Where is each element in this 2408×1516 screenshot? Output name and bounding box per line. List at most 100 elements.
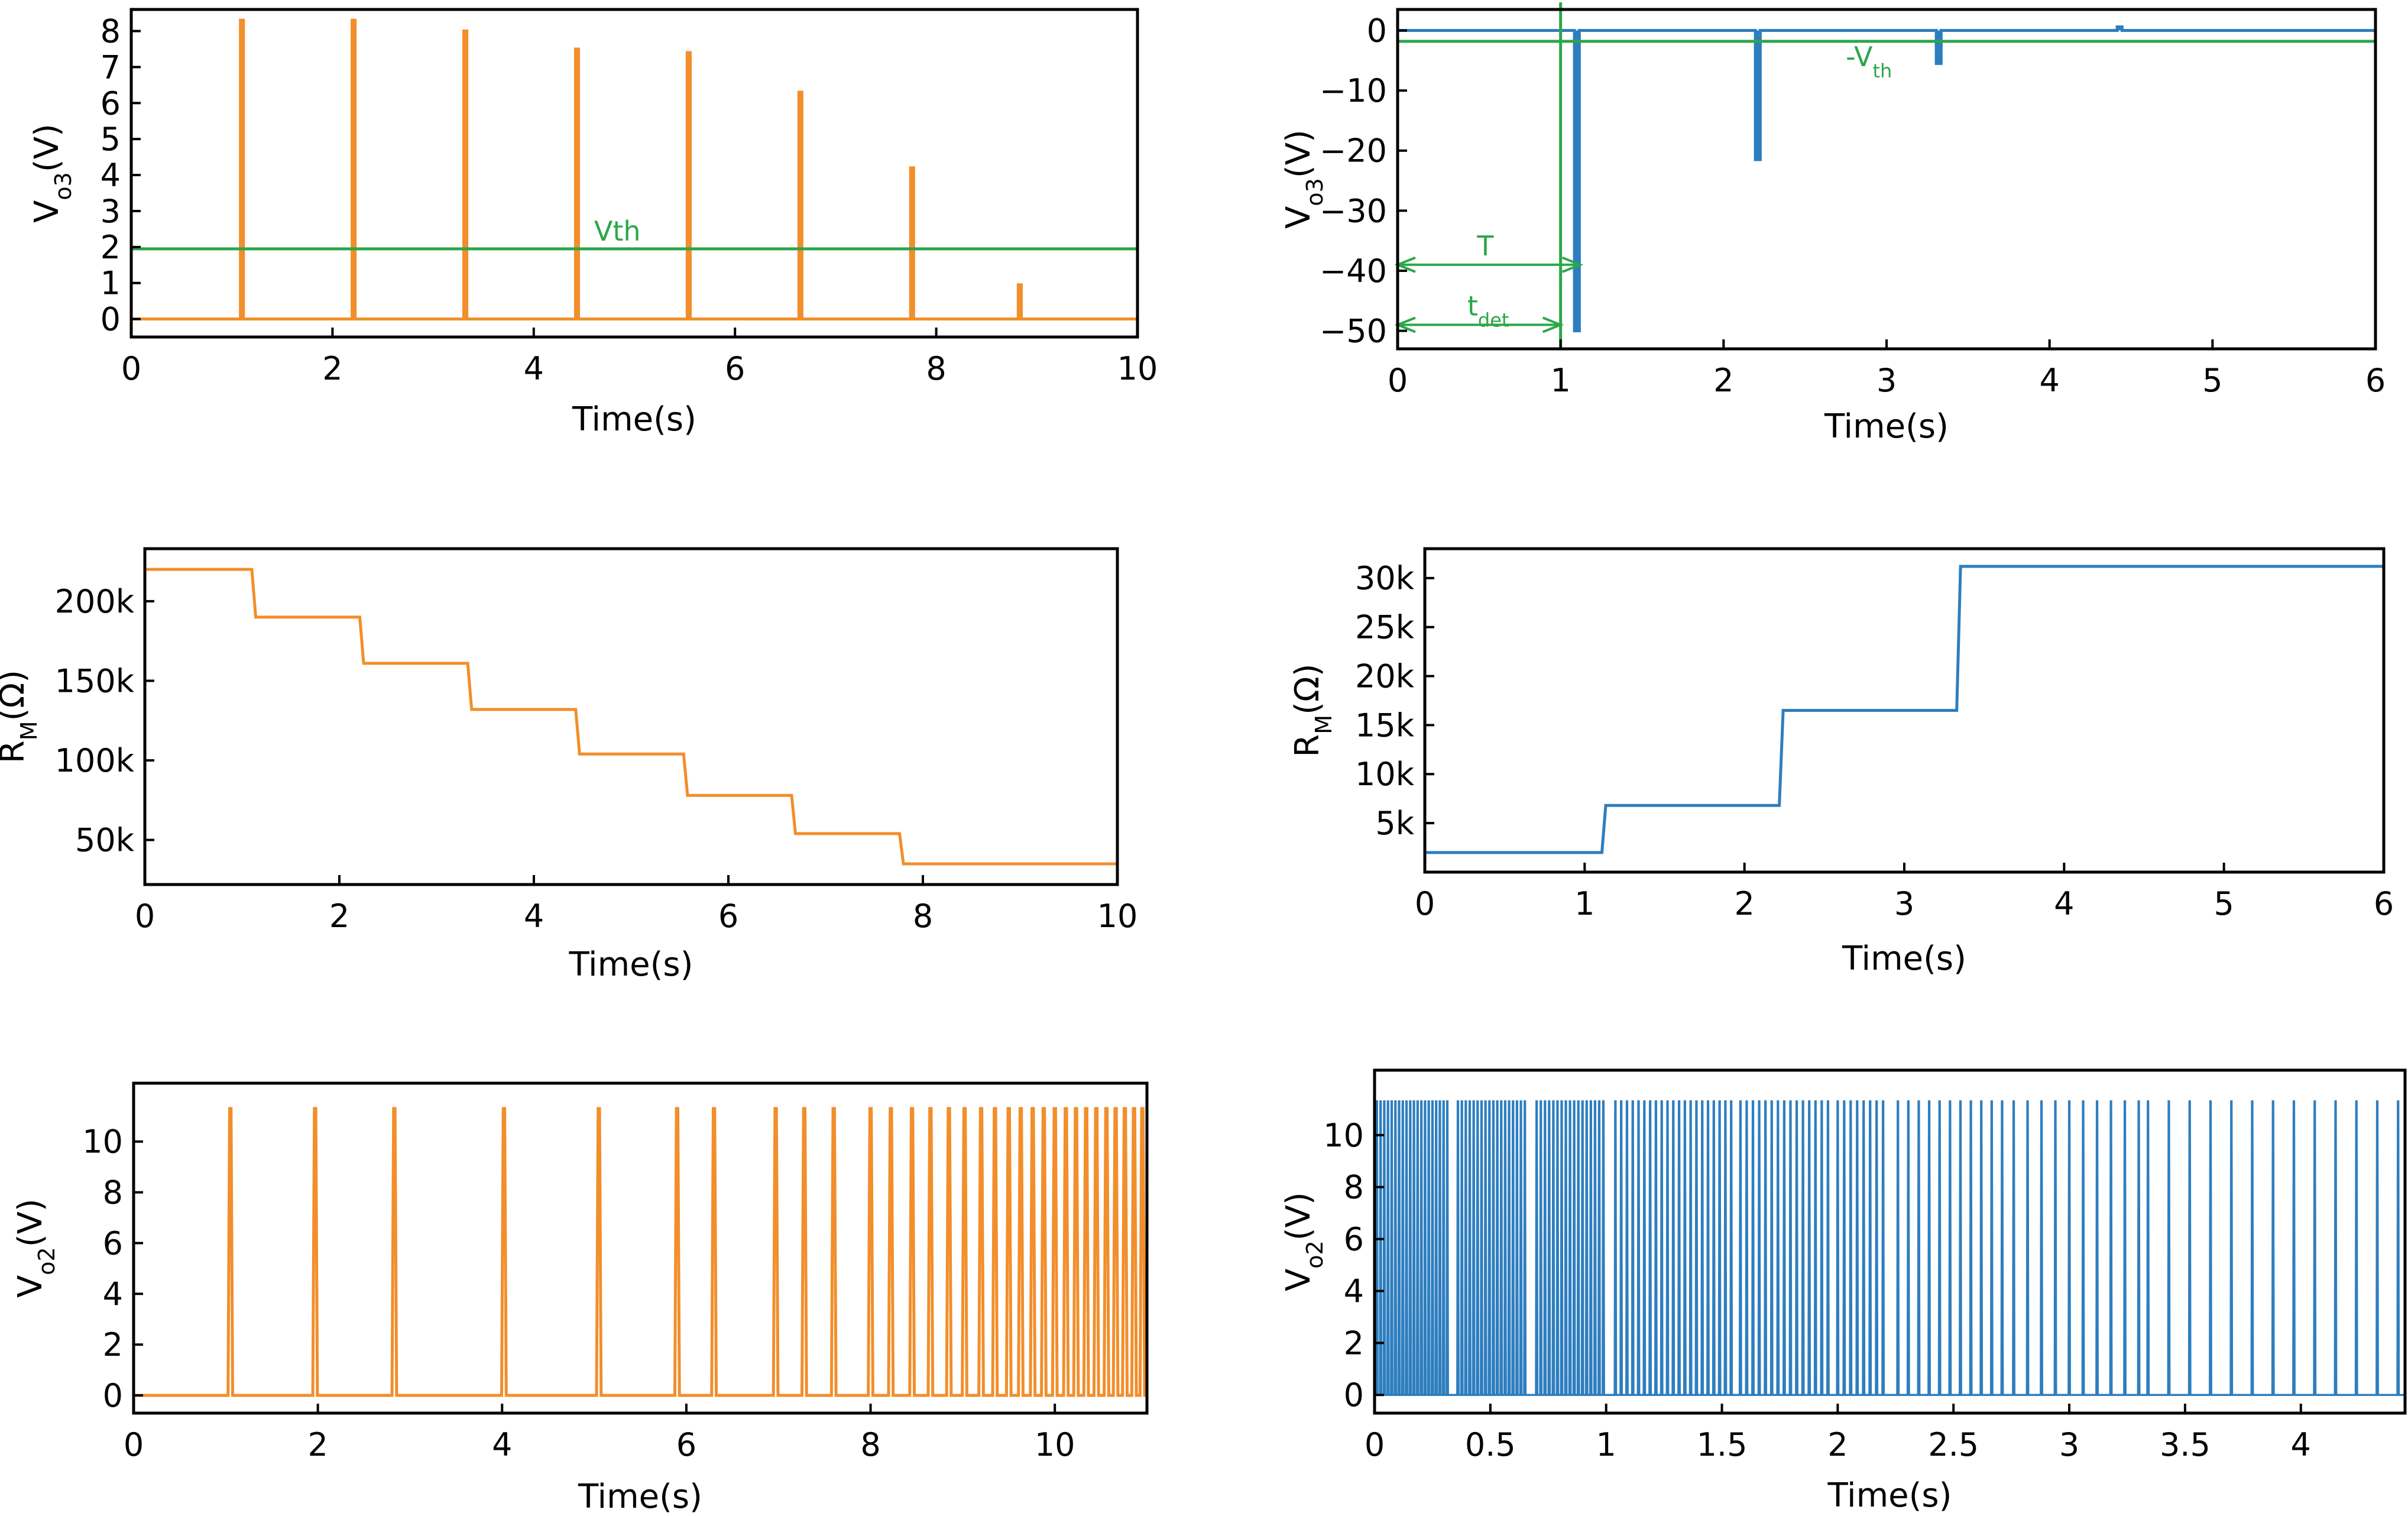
- chart-bottom-left: 0 2 4 6 8 10 0 2 4 6 8 10 Time(s) Vo2(V): [11, 1081, 1149, 1516]
- y-tick-label: 8: [103, 1174, 123, 1211]
- y-tick-label: 10: [1323, 1117, 1364, 1154]
- y-tick-label: 2: [101, 229, 121, 266]
- threshold-label: Vth: [594, 215, 641, 247]
- y-tick-label: −10: [1320, 72, 1387, 109]
- x-tick-label: 8: [926, 350, 946, 387]
- x-tick-label: 2.5: [1928, 1426, 1979, 1463]
- x-axis-title: Time(s): [569, 945, 693, 984]
- plot-area: [145, 568, 1117, 866]
- x-tick-label: 3.5: [2160, 1426, 2211, 1463]
- x-tick-label: 5: [2213, 885, 2234, 922]
- x-tick-label: 4: [2039, 362, 2059, 399]
- x-tick-label: 2: [1827, 1426, 1848, 1463]
- x-tick-label: 4: [2054, 885, 2074, 922]
- x-tick-label: 8: [913, 898, 933, 935]
- x-tick-label: 1: [1550, 362, 1570, 399]
- y-tick-label: 10k: [1355, 756, 1415, 793]
- y-tick-label: 200k: [55, 583, 135, 620]
- x-tick-label: 10: [1035, 1426, 1075, 1463]
- y-tick-label: 150k: [55, 662, 135, 699]
- x-tick-label: 0: [1415, 885, 1435, 922]
- y-tick-label: 10: [82, 1123, 123, 1161]
- y-tick-label: 1: [101, 265, 121, 302]
- x-tick-label: 2: [329, 898, 349, 935]
- y-tick-label: 3: [101, 193, 121, 230]
- x-tick-label: 10: [1117, 350, 1158, 387]
- y-tick-label: 5: [101, 121, 121, 158]
- x-tick-label: 4: [524, 898, 544, 935]
- plot-area: [134, 1107, 1147, 1397]
- y-tick-label: 6: [101, 85, 121, 122]
- axes-frame: [1373, 1068, 2407, 1415]
- x-axis-title: Time(s): [1827, 1476, 1952, 1515]
- axes-frame: [129, 8, 1139, 339]
- x-tick-label: 0.5: [1465, 1426, 1516, 1463]
- x-tick-label: 6: [718, 898, 738, 935]
- y-tick-label: 2: [103, 1326, 123, 1363]
- y-tick-label: −20: [1320, 132, 1387, 170]
- x-tick-label: 1.5: [1697, 1426, 1748, 1463]
- x-tick-label: 6: [2374, 885, 2394, 922]
- x-axis-title: Time(s): [572, 400, 696, 439]
- y-axis-title: RM(Ω): [1288, 663, 1337, 757]
- y-axis-title: Vo2(V): [1279, 1192, 1328, 1291]
- plot-area: [1375, 1100, 2405, 1396]
- y-tick-label: 25k: [1355, 609, 1415, 646]
- x-tick-label: 0: [135, 898, 155, 935]
- x-tick-label: 4: [524, 350, 544, 387]
- x-axis-title: Time(s): [1824, 407, 1949, 446]
- x-tick-label: 8: [860, 1426, 880, 1463]
- axes-frame: [143, 547, 1119, 886]
- x-tick-label: 6: [725, 350, 745, 387]
- step-line: [145, 568, 1117, 866]
- pulse-train: [1375, 1100, 2405, 1396]
- x-axis-title: Time(s): [1842, 940, 1966, 978]
- y-tick-label: 50k: [75, 822, 135, 859]
- y-tick-label: −40: [1320, 252, 1387, 290]
- x-tick-label: 0: [124, 1426, 144, 1463]
- x-tick-label: 0: [1365, 1426, 1385, 1463]
- y-axis-title: Vo3(V): [1279, 129, 1328, 229]
- x-tick-label: 2: [322, 350, 342, 387]
- y-axis-title: RM(Ω): [0, 670, 42, 763]
- chart-mid-left: 0 2 4 6 8 10 50k 100k 150k 200k Time(s) RM(Ω): [0, 547, 1138, 984]
- plot-area: [131, 18, 1137, 321]
- x-tick-label: 2: [1734, 885, 1754, 922]
- arrow-head-right: [1542, 316, 1564, 333]
- y-tick-label: 5k: [1375, 805, 1414, 842]
- arrow-label: T: [1476, 230, 1494, 262]
- x-tick-label: 6: [676, 1426, 696, 1463]
- x-tick-label: 6: [2365, 362, 2386, 399]
- y-axis-title: Vo2(V): [11, 1198, 60, 1298]
- step-line: [1425, 565, 2384, 854]
- chart-bottom-right: 0 0.5 1 1.5 2 2.5 3 3.5 4 0 2 4 6 8 10 Time(s) Vo2(V): [1279, 1068, 2407, 1515]
- x-axis-title: Time(s): [578, 1478, 702, 1516]
- x-tick-label: 3: [1894, 885, 1914, 922]
- y-tick-label: 0: [101, 301, 121, 338]
- axes-frame: [132, 1081, 1149, 1415]
- x-tick-label: 5: [2202, 362, 2222, 399]
- plot-area: [1425, 565, 2384, 854]
- y-tick-label: 30k: [1355, 560, 1415, 597]
- y-tick-label: 2: [1344, 1324, 1364, 1362]
- y-tick-label: −30: [1320, 192, 1387, 229]
- x-tick-label: 10: [1097, 898, 1138, 935]
- y-tick-label: 0: [1344, 1376, 1364, 1414]
- x-tick-label: 3: [1877, 362, 1897, 399]
- pulse-train: [134, 1107, 1147, 1397]
- y-tick-label: 0: [1367, 12, 1387, 50]
- x-tick-label: 4: [492, 1426, 512, 1463]
- y-tick-label: −50: [1320, 313, 1387, 350]
- x-tick-label: 3: [2059, 1426, 2079, 1463]
- arrow-head-right: [1562, 256, 1584, 273]
- x-tick-label: 2: [1713, 362, 1733, 399]
- x-tick-label: 0: [121, 350, 141, 387]
- x-tick-label: 2: [307, 1426, 328, 1463]
- y-tick-label: 7: [101, 48, 121, 86]
- x-tick-label: 1: [1596, 1426, 1616, 1463]
- y-tick-label: 0: [103, 1377, 123, 1414]
- y-tick-label: 20k: [1355, 657, 1415, 695]
- x-tick-label: 1: [1574, 885, 1594, 922]
